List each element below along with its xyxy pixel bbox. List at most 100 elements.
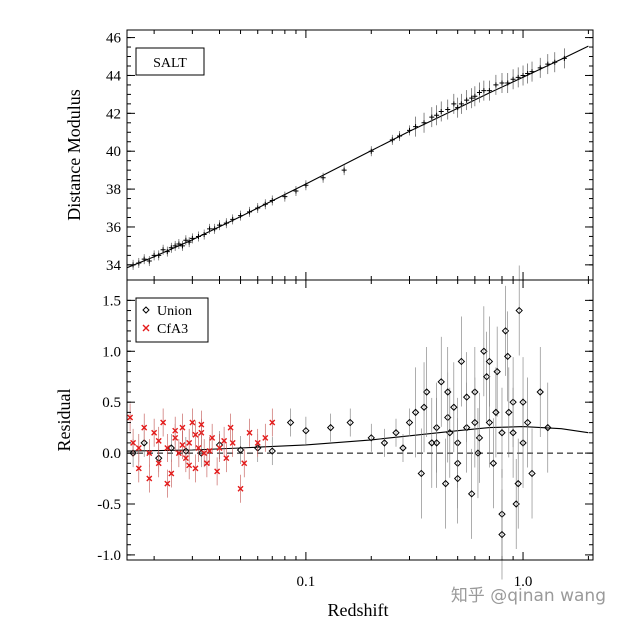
cfa3-data-point xyxy=(146,475,153,482)
union-data-point xyxy=(528,469,536,478)
union-data-point xyxy=(471,418,479,427)
cfa3-data-point xyxy=(186,462,193,469)
top-data-point xyxy=(464,97,470,103)
top-data-point xyxy=(545,61,551,67)
cfa3-data-point xyxy=(164,480,171,487)
union-data-point xyxy=(405,418,414,427)
union-data-point xyxy=(444,388,452,396)
cfa3-data-point xyxy=(195,445,202,451)
top-data-point xyxy=(552,59,558,65)
union-data-point xyxy=(514,479,522,488)
top-y-tick-label: 38 xyxy=(106,182,121,198)
top-data-point xyxy=(445,107,451,113)
cfa3-data-point xyxy=(198,421,205,428)
bottom-panel: -1.0 -0.5 0.0 0.5 1.0 1.5 0.1 1.0 Residual Red… xyxy=(54,265,594,620)
bottom-y-tick-label: -0.5 xyxy=(97,497,121,513)
top-data-point xyxy=(481,88,487,94)
top-data-point xyxy=(486,88,492,94)
cfa3-data-point xyxy=(168,470,175,477)
union-data-point xyxy=(485,357,494,366)
cfa3-data-point xyxy=(135,465,142,472)
top-panel: 34 36 38 40 42 44 46 Distance Modulus SALT xyxy=(64,29,594,281)
union-data-point xyxy=(462,393,471,401)
top-data-point xyxy=(223,220,229,226)
top-data-point xyxy=(269,197,275,203)
top-data-point xyxy=(455,105,461,111)
cfa3-data-point xyxy=(172,427,179,434)
union-data-point xyxy=(498,530,506,539)
cfa3-legend-marker xyxy=(142,324,150,332)
top-data-point xyxy=(164,249,170,255)
union-data-point xyxy=(485,418,494,427)
top-data-point xyxy=(176,241,182,247)
union-data-point xyxy=(504,352,512,361)
cfa3-data-point xyxy=(189,419,196,426)
top-data-point xyxy=(413,124,419,130)
top-data-point xyxy=(505,80,511,86)
bottom-legend-box xyxy=(135,297,209,343)
union-legend-marker xyxy=(142,306,150,314)
cfa3-data-point xyxy=(175,450,182,457)
cfa3-data-point xyxy=(192,465,199,472)
bottom-y-axis-label: Residual xyxy=(54,389,74,452)
union-data-point xyxy=(140,439,148,447)
union-data-point xyxy=(437,378,445,386)
top-data-point xyxy=(172,243,178,249)
top-data-point xyxy=(515,74,521,80)
union-data-point xyxy=(493,367,501,376)
top-y-tick-label: 42 xyxy=(106,106,121,122)
cfa3-data-point xyxy=(237,485,244,492)
union-data-point xyxy=(475,434,484,442)
top-data-point xyxy=(320,175,326,181)
top-data-point xyxy=(262,201,268,207)
bottom-y-tick-label: 0.5 xyxy=(102,395,121,411)
top-data-point xyxy=(230,216,236,222)
cfa3-data-point xyxy=(241,460,248,467)
x-tick-label: 1.0 xyxy=(514,574,533,590)
cfa3-data-point xyxy=(203,460,210,467)
cfa3-data-point xyxy=(160,419,167,426)
top-data-point xyxy=(406,127,412,133)
union-data-point xyxy=(536,388,544,396)
top-data-point xyxy=(493,82,499,88)
union-data-point xyxy=(467,490,476,498)
cfa3-data-point xyxy=(216,445,223,451)
top-data-point xyxy=(520,72,526,78)
cfa3-legend-label: CfA3 xyxy=(157,322,188,337)
salt-legend-box xyxy=(135,47,205,76)
top-data-point xyxy=(421,120,427,126)
bottom-model-curve xyxy=(126,426,589,452)
union-data-point xyxy=(457,357,466,366)
union-data-point xyxy=(326,423,335,432)
union-data-point xyxy=(509,429,517,437)
top-data-point xyxy=(212,226,218,232)
union-data-point xyxy=(453,474,462,483)
union-data-point xyxy=(380,439,389,447)
top-data-point xyxy=(525,71,531,77)
top-y-tick-label: 34 xyxy=(106,258,122,274)
union-data-point xyxy=(505,408,513,417)
union-data-point xyxy=(498,429,506,437)
union-data-point xyxy=(236,446,245,454)
top-data-point xyxy=(469,95,475,101)
union-data-point xyxy=(346,418,354,427)
bottom-y-tick-label: 1.0 xyxy=(102,344,121,360)
top-data-point xyxy=(156,252,162,258)
top-data-point xyxy=(561,55,567,61)
bottom-plot-frame xyxy=(126,279,594,561)
top-data-point xyxy=(438,108,444,114)
top-data-point xyxy=(216,222,222,228)
union-data-point xyxy=(474,449,482,457)
top-data-point xyxy=(451,101,457,107)
union-data-point xyxy=(428,439,436,447)
cfa3-data-point xyxy=(179,441,186,448)
top-data-point xyxy=(472,93,478,99)
union-data-point xyxy=(167,444,176,452)
top-data-point xyxy=(201,232,207,238)
cfa3-data-point xyxy=(214,468,221,475)
cfa3-data-point xyxy=(209,434,216,441)
cfa3-data-point xyxy=(221,437,228,444)
cfa3-data-point xyxy=(155,460,162,467)
union-data-point xyxy=(302,426,310,435)
